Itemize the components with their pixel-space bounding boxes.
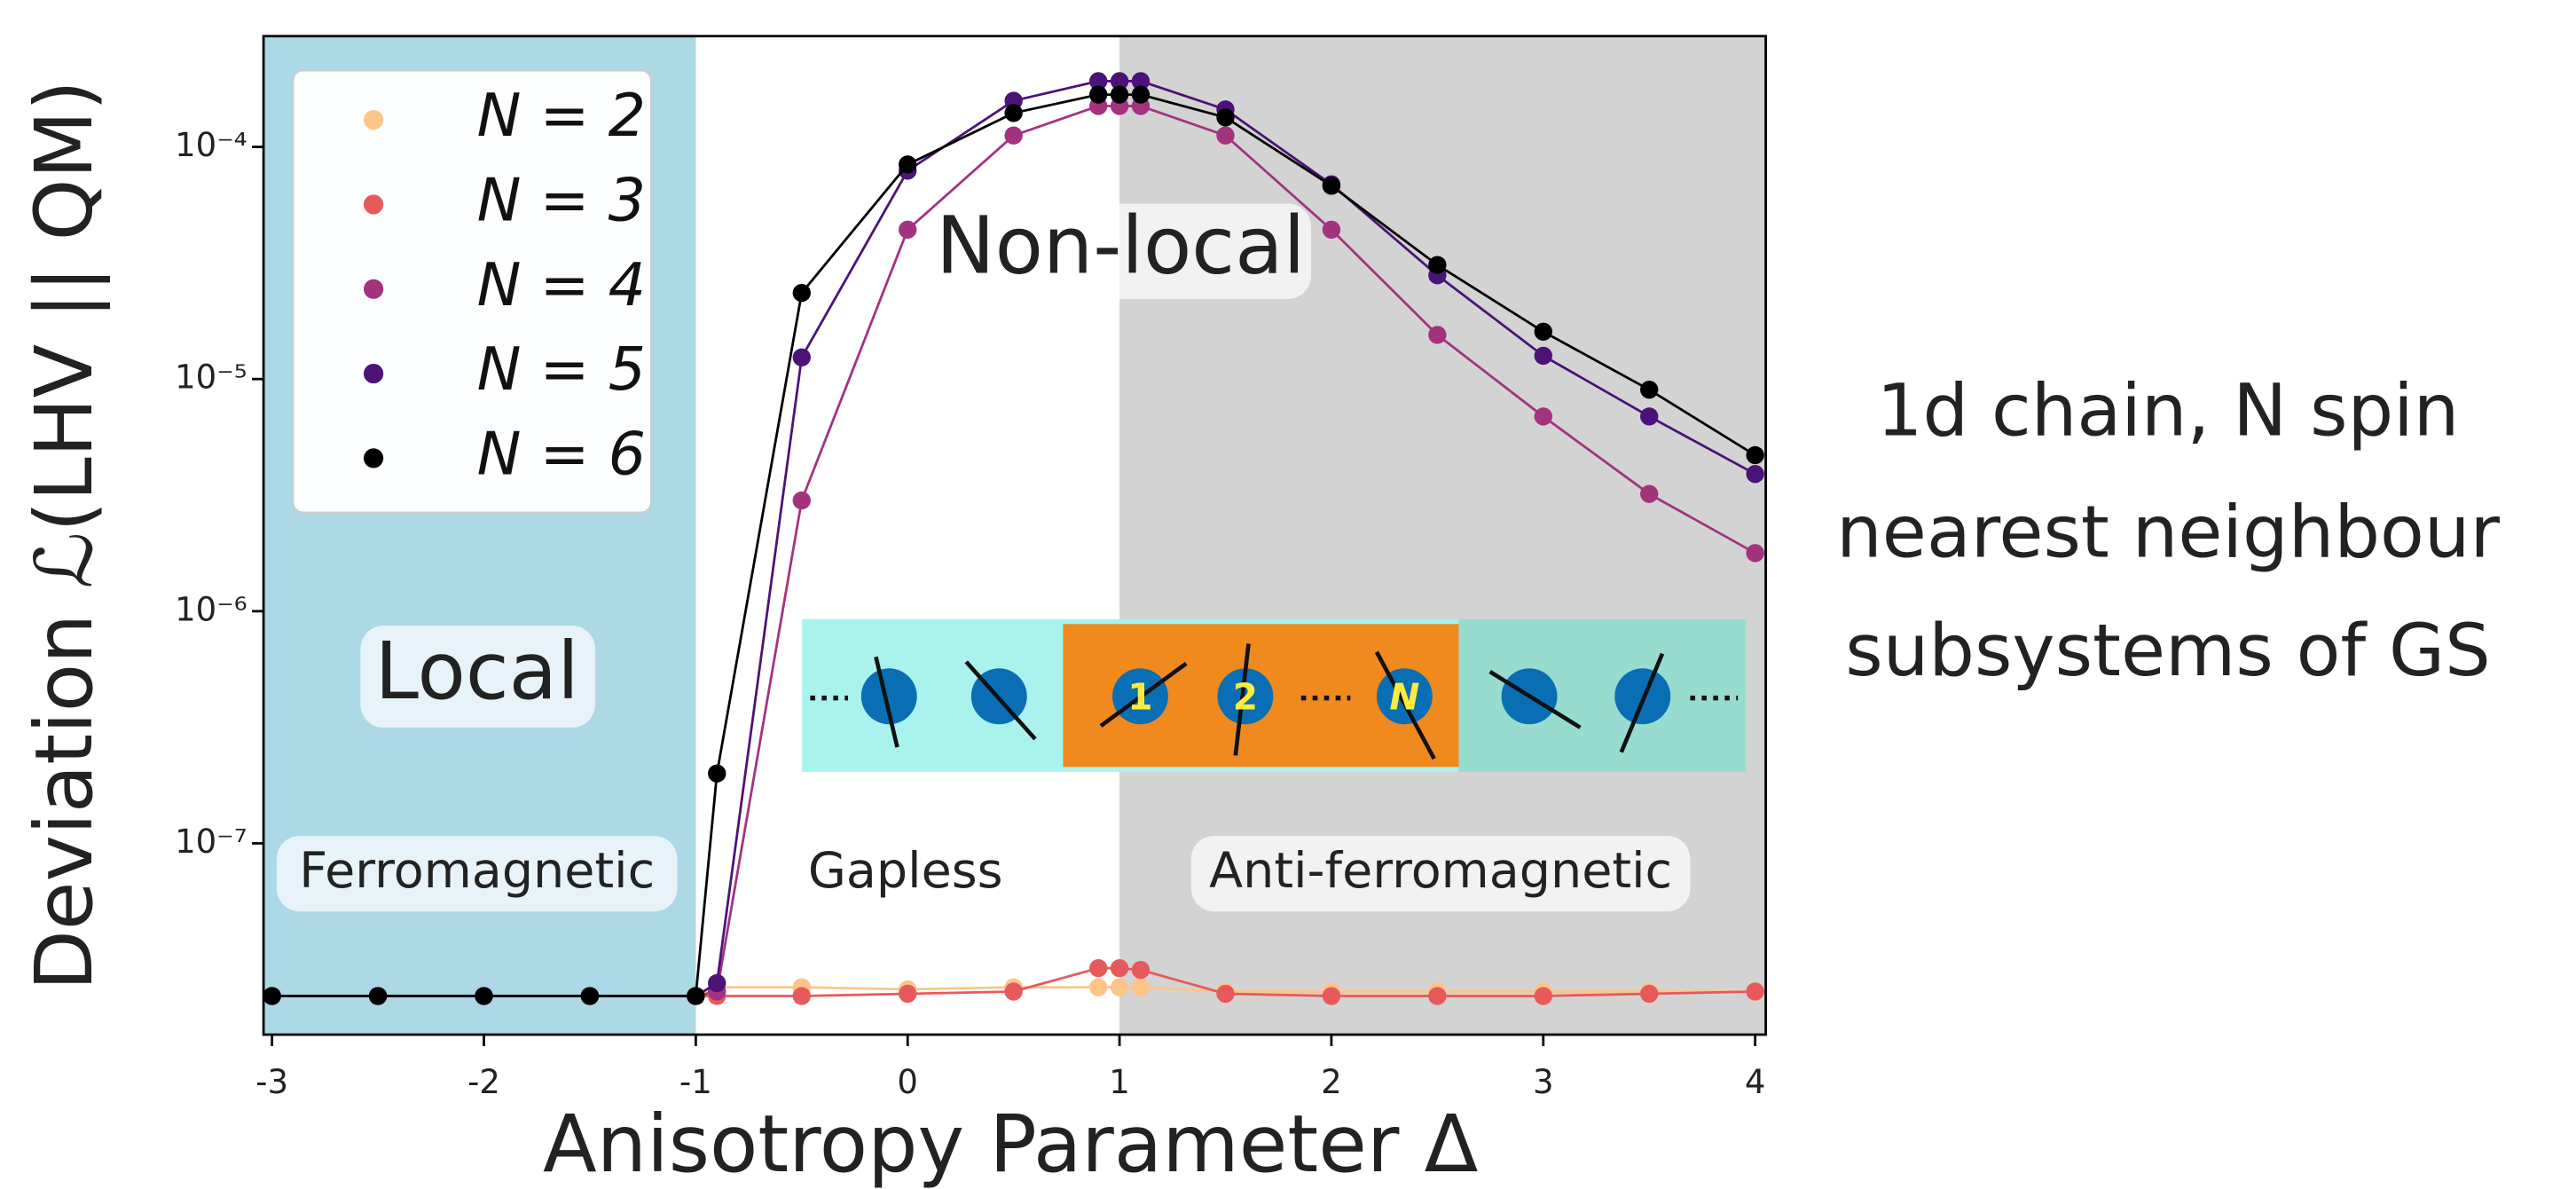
data-point (1428, 987, 1447, 1005)
data-point (1089, 85, 1108, 104)
data-point (792, 348, 811, 366)
data-point (1534, 987, 1552, 1005)
data-point (1131, 72, 1151, 91)
legend-marker (363, 363, 384, 384)
legend-label: N = 2 (477, 81, 646, 150)
data-point (792, 283, 811, 303)
data-point (475, 987, 493, 1005)
data-point (1746, 464, 1764, 484)
annotation: Ferromagnetic (299, 842, 655, 900)
annotation: Gapless (808, 842, 1003, 900)
data-point (1640, 380, 1659, 399)
x-tick-label: 2 (1321, 1063, 1342, 1101)
legend-marker (363, 448, 384, 469)
data-point (1428, 326, 1447, 344)
data-point (708, 973, 726, 993)
data-point (1110, 958, 1129, 978)
spin-chain-inset: 1 2 N (802, 618, 1747, 772)
y-tick-label: 10⁻⁶ (175, 590, 247, 628)
data-point (687, 987, 705, 1005)
data-point (1004, 104, 1023, 122)
data-point (708, 764, 726, 783)
annotation: Local (375, 626, 579, 717)
data-point (1640, 484, 1659, 503)
data-point (368, 987, 388, 1005)
label-box (1190, 836, 1691, 912)
data-point (1089, 958, 1108, 978)
data-point (792, 491, 811, 510)
x-tick-label: -1 (679, 1063, 712, 1101)
data-point (1534, 346, 1552, 366)
legend-marker (363, 110, 384, 130)
y-tick-label: 10⁻⁴ (175, 126, 247, 164)
x-axis-label: Anisotropy Parameter Δ (543, 1098, 1479, 1189)
data-point (1746, 445, 1764, 465)
y-tick-label: 10⁻⁵ (175, 358, 247, 397)
data-point (1110, 978, 1129, 996)
side-text: subsystems of GS (1845, 609, 2491, 693)
data-point (1534, 407, 1552, 426)
data-point (1746, 982, 1764, 1001)
annotations: Local Non-local Ferromagnetic Gapless An… (276, 201, 1691, 912)
plot-frame (262, 35, 1767, 1036)
y-axis-label: Deviation ℒ(LHV || QM) (19, 80, 111, 990)
data-point (1322, 220, 1341, 240)
inset-label: N (1389, 675, 1419, 718)
data-point (899, 984, 917, 1004)
label-box (276, 836, 678, 912)
annotation: Non-local (936, 201, 1305, 292)
data-point (899, 220, 917, 240)
data-point (1131, 960, 1151, 980)
spin-arrows (874, 643, 1665, 760)
data-point (1110, 85, 1129, 104)
data-point (1004, 982, 1023, 1001)
series-line (271, 93, 1756, 997)
data-point (1216, 108, 1235, 127)
data-point (792, 987, 811, 1005)
legend-label: N = 3 (477, 165, 646, 234)
data-point (1640, 407, 1659, 426)
label-box (360, 626, 595, 728)
label-box (930, 203, 1311, 299)
data-point (1089, 72, 1108, 91)
plot-layer: -3 -2 -1 0 1 2 3 410⁻⁷10⁻⁶10⁻⁵10⁻⁴ N = 2N = 3N =… (175, 69, 1766, 1101)
data-point (1216, 984, 1235, 1004)
annotation: Anti-ferromagnetic (1209, 842, 1672, 900)
legend-marker (363, 194, 384, 215)
side-text: nearest neighbour (1836, 491, 2500, 575)
x-tick-label: -2 (467, 1063, 500, 1101)
legend-label: N = 5 (477, 335, 646, 404)
x-tick-label: 1 (1109, 1063, 1130, 1101)
data-point (1746, 544, 1764, 563)
data-point (1131, 978, 1151, 996)
data-point (1110, 72, 1129, 91)
data-point (1322, 177, 1341, 195)
legend-label: N = 4 (477, 250, 646, 319)
data-point (1534, 322, 1552, 341)
data-point (1322, 987, 1341, 1005)
legend-marker (363, 279, 384, 299)
x-tick-label: 0 (897, 1063, 918, 1101)
inset-label: 2 (1233, 675, 1258, 718)
side-text: 1d chain, N spin (1877, 369, 2460, 453)
data-point (1216, 126, 1235, 145)
data-point (580, 987, 600, 1005)
x-tick-label: -3 (255, 1063, 288, 1101)
data-point (1428, 256, 1447, 274)
data-point (1640, 984, 1659, 1004)
data-point (263, 987, 281, 1005)
x-tick-label: 3 (1533, 1063, 1554, 1101)
data-point (899, 155, 917, 174)
legend-label: N = 6 (477, 419, 646, 488)
legend: N = 2 N = 3 N = 4 N = 5 N = 6 (292, 69, 652, 514)
data-point (1089, 978, 1108, 996)
x-tick-label: 4 (1745, 1063, 1766, 1101)
y-tick-label: 10⁻⁷ (175, 823, 247, 861)
legend-box (292, 69, 652, 514)
inset-label: 1 (1127, 675, 1152, 718)
data-point (1004, 126, 1023, 145)
data-point (1131, 85, 1151, 104)
